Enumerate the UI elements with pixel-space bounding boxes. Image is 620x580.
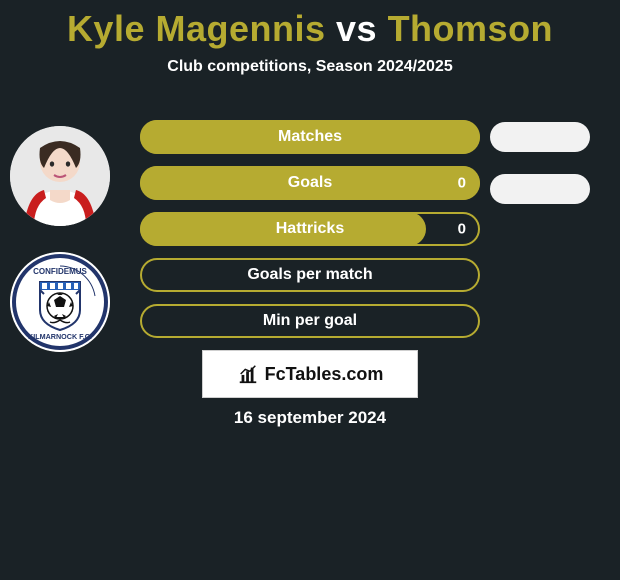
stat-pill-2 bbox=[490, 174, 590, 204]
person-icon bbox=[10, 126, 110, 226]
brand-box[interactable]: FcTables.com bbox=[202, 350, 418, 398]
title-vs: vs bbox=[326, 8, 388, 49]
bar-label: Goals bbox=[140, 174, 480, 192]
bar-chart-icon bbox=[237, 363, 259, 385]
bar-row: Goals0 bbox=[140, 166, 480, 200]
brand-text: FcTables.com bbox=[265, 364, 384, 385]
page-title: Kyle Magennis vs Thomson bbox=[0, 0, 620, 50]
bar-label: Matches bbox=[140, 128, 480, 146]
svg-text:KILMARNOCK F.C.: KILMARNOCK F.C. bbox=[28, 332, 92, 341]
player1-avatar bbox=[10, 126, 110, 226]
title-player1: Kyle Magennis bbox=[67, 8, 326, 49]
svg-text:CONFIDEMUS: CONFIDEMUS bbox=[33, 267, 87, 276]
title-player2: Thomson bbox=[388, 8, 553, 49]
bar-label: Min per goal bbox=[140, 312, 480, 330]
bar-value: 0 bbox=[458, 175, 466, 192]
subtitle: Club competitions, Season 2024/2025 bbox=[0, 58, 620, 76]
date-text: 16 september 2024 bbox=[0, 408, 620, 428]
player2-club-badge: CONFIDEMUS KILMARNOCK F.C. bbox=[10, 252, 110, 352]
bar-value: 0 bbox=[458, 221, 466, 238]
bar-row: Min per goal bbox=[140, 304, 480, 338]
bar-row: Goals per match bbox=[140, 258, 480, 292]
bar-row: Matches bbox=[140, 120, 480, 154]
stat-pill-1 bbox=[490, 122, 590, 152]
club-crest-icon: CONFIDEMUS KILMARNOCK F.C. bbox=[10, 252, 110, 352]
bar-label: Goals per match bbox=[140, 266, 480, 284]
bar-row: Hattricks0 bbox=[140, 212, 480, 246]
comparison-bars: MatchesGoals0Hattricks0Goals per matchMi… bbox=[140, 120, 480, 350]
bar-label: Hattricks bbox=[140, 220, 480, 238]
